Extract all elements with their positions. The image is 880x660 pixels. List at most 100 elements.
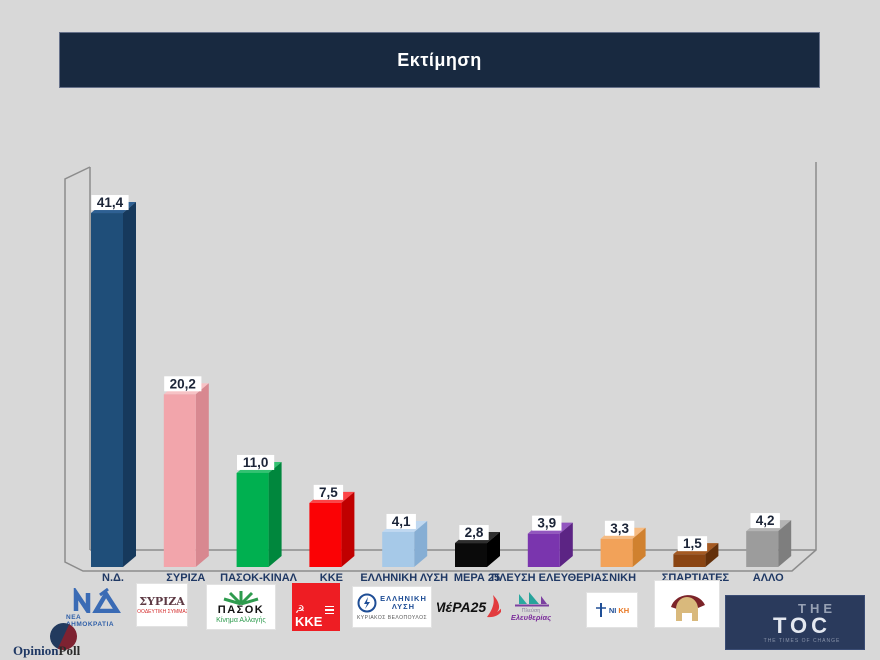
pasok-logo: ΠΑΣΟΚ Κίνημα Αλλαγής [206,584,276,630]
kke-side-text-lines [325,605,335,614]
bar-front-face [455,543,487,567]
value-label-box [750,513,780,529]
syriza-logo: ΣΥΡΙΖΑ ΠΡΟΟΔΕΥΤΙΚΗ ΣΥΜΜΑΧΙΑ [136,583,188,627]
plefsi-line1: Πλεύση [521,607,541,614]
value-label-box [237,454,275,470]
value-label-box [386,513,416,529]
hammer-sickle-icon: ☭ [295,603,305,616]
bar-front-face [163,394,196,567]
bar-side-face [705,543,719,567]
bar-front-face [91,213,123,567]
value-label-box [459,525,489,541]
value-label: 20,2 [170,376,196,391]
bar-side-face [195,383,209,567]
bars [91,202,792,567]
bar-side-face [559,522,573,567]
kke-logo: ☭ ΚΚΕ [292,583,340,631]
opinionpoll-word-opinion: Opinion [13,643,59,658]
category-label: Ν.Δ. [102,572,124,584]
value-label: 3,3 [610,521,629,536]
bar-front-face [673,554,706,567]
thetoc-tagline: THE TIMES OF CHANGE [763,637,841,644]
mera25-logo: ΜέΡΑ25 [437,588,501,626]
category-label: ΑΛΛΟ [753,572,784,584]
value-label: 2,8 [465,525,484,540]
chart-title-banner: Εκτίμηση [59,32,820,88]
opinionpoll-word-poll: Poll [58,643,81,658]
elliniki-lysi-subtitle: ΚΥΡΙΑΚΟΣ ΒΕΛΟΠΟΥΛΟΣ [356,615,428,621]
bar-side-face [268,461,282,567]
nd-monogram-icon [73,588,121,613]
value-label-box [604,520,635,536]
bar-2 [236,461,282,567]
value-label-box [313,484,344,500]
chart-title: Εκτίμηση [397,49,482,70]
plefsi-line2: Ελευθερίας [510,612,552,622]
pasok-subtitle: Κίνημα Αλλαγής [216,616,266,624]
category-label: ΜΕΡΑ 25 [454,572,500,584]
sailboat-icon [515,591,549,606]
thetoc-logo: THE TOC THE TIMES OF CHANGE [725,595,865,650]
bar-front-face [600,538,633,567]
value-label: 3,9 [537,516,556,531]
value-label: 7,5 [319,485,338,500]
bar-side-face [632,527,646,567]
niki-logo: ΝΙ ΚΗ [586,592,638,628]
bar-side-face [123,202,136,567]
bar-3 [309,491,355,567]
syriza-title: ΣΥΡΙΖΑ [139,595,185,608]
kke-title: ΚΚΕ [295,614,323,629]
value-label: 4,2 [756,513,775,528]
thetoc-the: THE [798,600,836,616]
category-label: ΠΛΕΥΣΗ ΕΛΕΥΘΕΡΙΑΣ [491,572,609,584]
elliniki-lysi-logo: ΕΛΛΗΝΙΚΗ ΛΥΣΗ ΚΥΡΙΑΚΟΣ ΒΕΛΟΠΟΥΛΟΣ [352,586,432,628]
plefsi-eleftherias-logo: Πλεύση Ελευθερίας [500,588,562,624]
value-label-box [677,536,708,552]
niki-cross-icon [595,603,606,617]
value-label-box [532,515,562,531]
elliniki-lysi-emblem-icon [357,593,377,613]
axis-outline [64,162,817,572]
bar-front-face [746,531,779,567]
bar-front-face [236,472,269,567]
category-label: ΣΥΡΙΖΑ [166,572,205,584]
nd-caption: ΝΕΑ ΔΗΜΟΚΡΑΤΙΑ [66,614,115,628]
bar-1 [163,383,209,567]
value-label-box [164,376,202,392]
bar-side-face [487,532,500,567]
mera25-bird-icon [487,595,501,618]
category-label: ΝΙΚΗ [609,572,636,584]
value-label: 4,1 [392,514,411,529]
thetoc-toc: TOC [772,612,832,638]
value-label-box [91,195,129,211]
bar-side-face [414,520,428,567]
spartan-helmet-icon [671,595,705,621]
syriza-subtitle: ΠΡΟΟΔΕΥΤΙΚΗ ΣΥΜΜΑΧΙΑ [137,609,187,615]
category-label: ΚΚΕ [320,572,343,584]
pasok-sun-icon [223,590,259,605]
niki-title-part2: ΚΗ [618,605,630,615]
opinionpoll-wordmark: OpinionPoll [13,643,80,659]
niki-title-part1: ΝΙ [608,605,617,615]
value-label: 11,0 [243,455,269,470]
nd-logo: ΝΕΑ ΔΗΜΟΚΡΑΤΙΑ [66,587,128,629]
bar-side-face [341,491,355,567]
bar-0 [91,202,136,567]
bar-front-face [527,533,560,567]
spartiates-logo [654,580,720,628]
bar-front-face [382,531,415,567]
category-label: ΠΑΣΟΚ-ΚΙΝΑΛ [220,572,298,584]
bar-side-face [778,520,792,567]
opinionpoll-circle-icon [50,623,77,650]
value-label: 41,4 [97,195,124,210]
labels: 41,4 Ν.Δ. 20,2 ΣΥΡΙΖΑ 11,0 ΠΑΣΟΚ-ΚΙΝΑΛ 7,5 ΚΚΕ 4… [91,195,784,584]
bar-front-face [309,502,342,567]
pasok-title: ΠΑΣΟΚ [217,603,265,616]
mera25-title: ΜέΡΑ25 [437,599,487,615]
elliniki-lysi-line1: ΕΛΛΗΝΙΚΗ [380,594,427,603]
elliniki-lysi-line2: ΛΥΣΗ [391,602,416,611]
value-label: 1,5 [683,536,702,551]
bar-chart-3d: 41,4 Ν.Δ. 20,2 ΣΥΡΙΖΑ 11,0 ΠΑΣΟΚ-ΚΙΝΑΛ 7,5 ΚΚΕ 4… [64,162,817,584]
category-label: ΕΛΛΗΝΙΚΗ ΛΥΣΗ [360,572,448,584]
